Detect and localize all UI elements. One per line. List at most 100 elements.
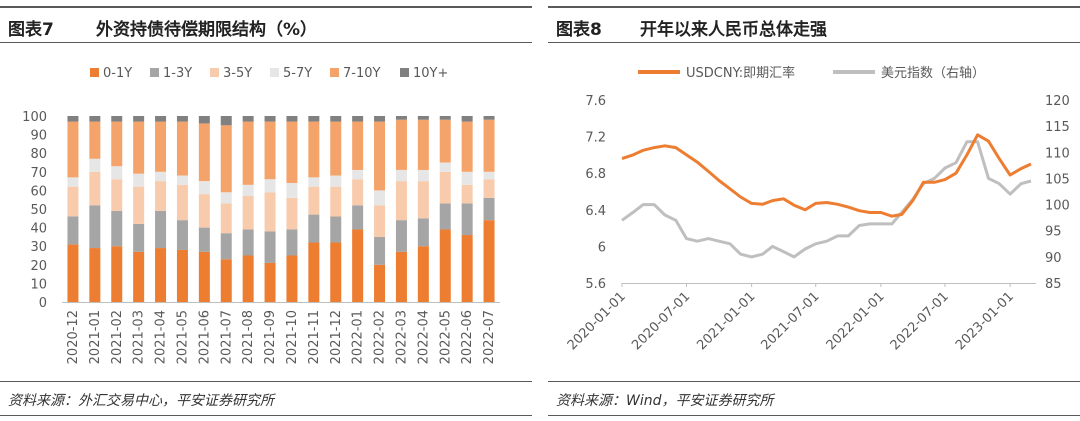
bar-segment-1-3y [483, 197, 495, 221]
bar-segment-7-10y [133, 121, 145, 174]
bar-segment-7-10y [417, 119, 429, 170]
bar-segment-1-3y [242, 229, 254, 256]
bar-segment-5-7y [220, 192, 232, 204]
bar-segment-1-3y [264, 231, 276, 263]
bar-segment-0-1y [176, 249, 188, 302]
y-tick-label: 10 [30, 277, 47, 292]
bar-segment-3-5y [133, 186, 145, 224]
bar-segment-10y [439, 116, 451, 120]
bar-segment-1-3y [286, 229, 298, 256]
x-tick-label: 2021-03 [132, 310, 147, 364]
x-tick-label: 2023-01-01 [953, 289, 1017, 353]
bar-segment-5-7y [133, 173, 145, 187]
bar-segment-5-7y [461, 171, 473, 185]
y-tick-label: 40 [30, 222, 47, 237]
bar-segment-0-1y [111, 246, 123, 302]
bar-segment-10y [330, 116, 342, 122]
y-right-tick-label: 115 [1045, 120, 1070, 135]
legend-swatch-5-7y [270, 68, 279, 77]
right-source-rule [548, 381, 1080, 382]
bar-segment-1-3y [155, 210, 167, 249]
bar-segment-10y [286, 116, 298, 122]
x-tick-label: 2021-01-01 [694, 289, 758, 353]
bar-segment-5-7y [352, 169, 364, 180]
left-source-rule [0, 381, 532, 382]
legend-label-1-3y: 1-3Y [163, 66, 192, 81]
bar-segment-5-7y [286, 182, 298, 198]
bar-segment-5-7y [308, 177, 320, 187]
y-tick-label: 60 [30, 184, 47, 199]
y-tick-label: 30 [30, 240, 47, 255]
bar-segment-1-3y [111, 210, 123, 247]
y-tick-label: 90 [30, 129, 47, 144]
bar-segment-3-5y [67, 186, 79, 217]
legend-swatch-7-10y [330, 68, 339, 77]
bar-segment-7-10y [439, 119, 451, 163]
y-right-tick-label: 90 [1045, 251, 1062, 266]
y-right-tick-label: 85 [1045, 277, 1062, 292]
bar-segment-7-10y [330, 121, 342, 176]
bar-segment-5-7y [395, 169, 407, 182]
bar-segment-10y [395, 116, 407, 120]
bar-segment-0-1y [395, 251, 407, 302]
bar-segment-5-7y [417, 169, 429, 182]
x-tick-label: 2021-09 [263, 310, 278, 364]
y-tick-label: 70 [30, 166, 47, 181]
x-tick-label: 2021-05 [175, 310, 190, 364]
legend-label-usdcny: USDCNY:即期汇率 [686, 65, 795, 81]
bar-segment-3-5y [352, 179, 364, 206]
bar-segment-1-3y [308, 214, 320, 243]
x-tick-label: 2021-07-01 [759, 289, 823, 353]
bar-segment-7-10y [176, 121, 188, 176]
usdcny-line [621, 133, 1032, 218]
y-tick-label: 100 [22, 110, 47, 125]
bar-segment-1-3y [133, 223, 145, 252]
y-left-tick-label: 6 [598, 240, 606, 255]
bar-segment-1-3y [89, 205, 101, 249]
x-tick-label: 2022-04 [416, 310, 431, 364]
bar-segment-10y [89, 116, 101, 122]
bar-segment-1-3y [67, 216, 79, 245]
x-tick-label: 2021-12 [329, 310, 344, 364]
bar-segment-10y [374, 116, 386, 122]
bar-segment-1-3y [220, 233, 232, 260]
bar-segment-0-1y [417, 246, 429, 302]
bar-segment-5-7y [111, 166, 123, 180]
right-figure-title: 开年以来人民币总体走强 [640, 20, 827, 40]
bar-segment-1-3y [395, 220, 407, 252]
bar-segment-10y [176, 116, 188, 122]
bar-segment-10y [308, 116, 320, 122]
bar-segment-1-3y [330, 216, 342, 243]
bar-segment-0-1y [220, 259, 232, 302]
bar-segment-7-10y [308, 121, 320, 178]
x-tick-label: 2020-07-01 [629, 289, 693, 353]
bar-segment-10y [264, 116, 276, 122]
bar-segment-10y [242, 116, 254, 122]
dual-axis-line-chart: USDCNY:即期汇率 美元指数（右轴） 5.6 6 6.4 6.8 7.2 7.6 85 90 9… [565, 65, 1070, 353]
legend-label-7-10y: 7-10Y [343, 66, 381, 81]
bar-segment-5-7y [67, 177, 79, 187]
bar-segment-3-5y [330, 186, 342, 217]
bar-segment-0-1y [264, 262, 276, 302]
bar-segment-3-5y [461, 184, 473, 204]
bar-segment-3-5y [483, 179, 495, 198]
bar-segment-3-5y [374, 205, 386, 237]
y-tick-label: 0 [39, 296, 47, 311]
x-tick-label: 2022-05 [438, 310, 453, 364]
bar-segment-5-7y [89, 158, 101, 172]
legend-label-3-5y: 3-5Y [223, 66, 252, 81]
bar-segment-7-10y [155, 121, 167, 172]
legend-swatch-0-1y [90, 68, 99, 77]
bar-segment-3-5y [89, 171, 101, 206]
x-tick-label: 2021-04 [154, 310, 169, 364]
left-title-bar: 图表7 外资持债待偿期限结构（%） [0, 6, 532, 43]
x-tick-label: 2021-02 [110, 310, 125, 364]
bar-segment-7-10y [483, 119, 495, 172]
bar-segment-0-1y [308, 242, 320, 302]
bar-segment-0-1y [374, 264, 386, 302]
bar-segment-0-1y [67, 244, 79, 302]
bar-segment-0-1y [155, 248, 167, 302]
bar-segment-0-1y [286, 255, 298, 302]
legend-label-dollar-index: 美元指数（右轴） [881, 66, 985, 81]
x-tick-label: 2022-07-01 [888, 289, 952, 353]
